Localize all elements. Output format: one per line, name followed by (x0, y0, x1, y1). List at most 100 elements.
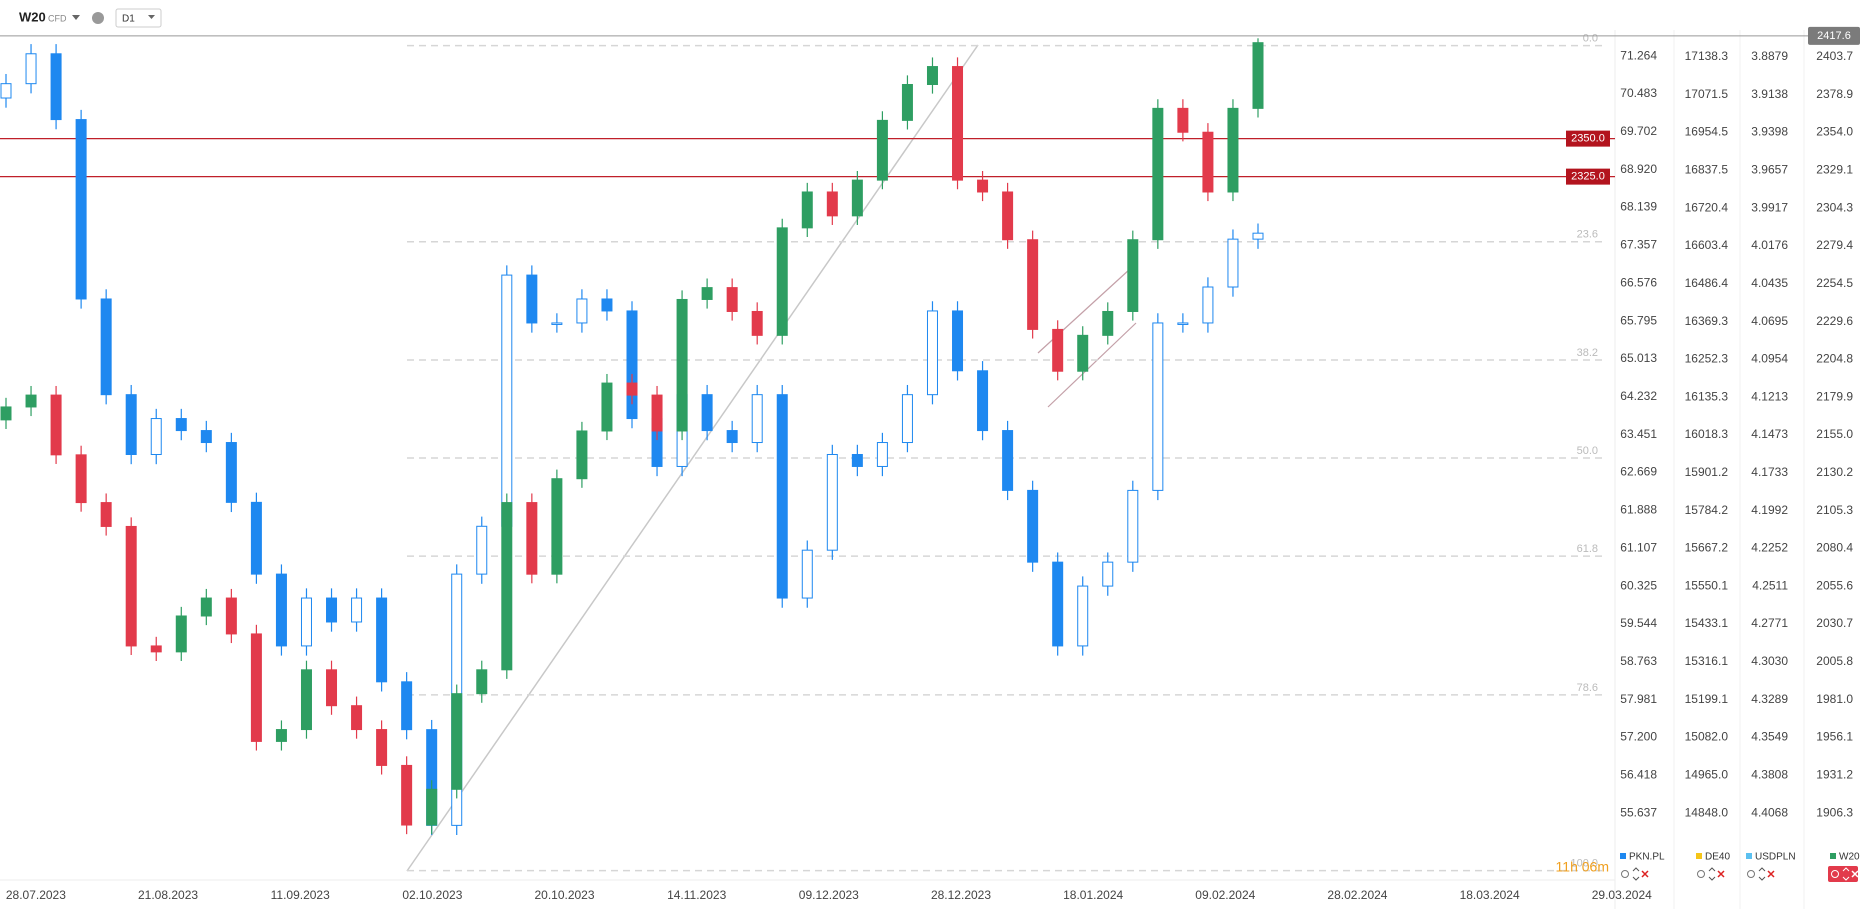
y-tick-label: 2155.0 (1816, 427, 1853, 441)
candle-body (1227, 238, 1239, 288)
candle-body (0, 83, 12, 99)
y-tick-label: 2005.8 (1816, 654, 1853, 668)
x-tick-label: 18.01.2024 (1063, 888, 1123, 902)
axis-label: 3.9917 (1751, 200, 1788, 214)
candle-body (851, 453, 863, 467)
axis-label: 15316.1 (1685, 654, 1729, 668)
y2-tick-label: 65.013 (1620, 351, 1657, 365)
legend-remove[interactable] (1851, 870, 1859, 878)
axis-label: 15433.1 (1685, 616, 1729, 630)
candle-body (150, 645, 162, 653)
candle-body (200, 430, 212, 444)
candle-body (351, 705, 363, 731)
candle-body (476, 669, 488, 695)
legend-remove[interactable] (1717, 870, 1725, 878)
y-tick-label: 2179.9 (1816, 389, 1853, 403)
candle-body (1052, 328, 1064, 372)
axis-label: 4.0695 (1751, 314, 1788, 328)
legend-reorder[interactable] (1758, 867, 1766, 881)
candle-body (952, 66, 964, 181)
candle-body (75, 454, 87, 504)
y2-tick-label: 63.451 (1620, 427, 1657, 441)
y2-tick-label: 68.920 (1620, 162, 1657, 176)
y-tick-label: 2030.7 (1816, 616, 1853, 630)
fib-label: 0.0 (1583, 32, 1598, 44)
axis-label: 16018.3 (1685, 427, 1729, 441)
legend-reorder[interactable] (1708, 867, 1716, 881)
legend-visibility[interactable] (1831, 870, 1839, 878)
candle-body (1052, 561, 1064, 647)
candle-body (1127, 489, 1139, 563)
candle-body (426, 788, 438, 826)
candle-body (401, 681, 413, 731)
axis-label: 15667.2 (1685, 541, 1729, 555)
legend-remove[interactable] (1641, 870, 1649, 878)
axis-label: 4.0954 (1751, 352, 1788, 366)
last-price-label: 2417.6 (1817, 30, 1851, 42)
candle-body (701, 287, 713, 300)
y2-tick-label: 68.139 (1620, 200, 1657, 214)
candle-body (876, 442, 888, 467)
candle-body (1077, 334, 1089, 372)
candle-body (626, 310, 638, 420)
legend-visibility[interactable] (1697, 870, 1705, 878)
timeframe-select[interactable] (115, 8, 162, 28)
y-tick-label: 2055.6 (1816, 578, 1853, 592)
candle-body (25, 53, 37, 85)
info-icon[interactable] (92, 12, 104, 24)
price-line-label: 2325.0 (1571, 171, 1605, 183)
symbol-dropdown[interactable] (72, 15, 80, 20)
axis-label: 4.1213 (1751, 389, 1788, 403)
candle-body (651, 394, 663, 432)
x-tick-label: 09.12.2023 (799, 888, 859, 902)
candle-body (1102, 310, 1114, 336)
candle-body (275, 573, 287, 647)
axis-label: 17138.3 (1685, 49, 1729, 63)
y2-tick-label: 57.981 (1620, 692, 1657, 706)
candle-body (701, 394, 713, 432)
axis-label: 16603.4 (1685, 238, 1729, 252)
candle-body (1227, 107, 1239, 193)
y2-tick-label: 57.200 (1620, 730, 1657, 744)
symbol: W20 (19, 9, 46, 24)
candle-body (977, 179, 989, 193)
last-price-tag (1808, 26, 1860, 45)
candle-body (676, 298, 688, 432)
y2-tick-label: 61.107 (1620, 540, 1657, 554)
axis-label: 16954.5 (1685, 125, 1729, 139)
axis-label: 3.9657 (1751, 163, 1788, 177)
candle-body (25, 394, 37, 408)
axis-label: 4.0435 (1751, 276, 1788, 290)
candle-body (601, 382, 613, 432)
candle-body (300, 597, 312, 647)
candle-body (901, 394, 913, 444)
axis-label: 17071.5 (1685, 87, 1729, 101)
candle-body (100, 502, 112, 527)
axis-label: 4.1733 (1751, 465, 1788, 479)
legend-remove[interactable] (1767, 870, 1775, 878)
candle-body (50, 394, 62, 456)
y-tick-label: 2204.8 (1816, 352, 1853, 366)
axis-label: 4.4068 (1751, 805, 1788, 819)
legend-label: DE40 (1705, 852, 1730, 863)
axis-label: 16135.3 (1685, 389, 1729, 403)
axis-label: 4.2511 (1752, 578, 1788, 592)
candle-body (501, 274, 513, 527)
fib-label: 100.0 (1570, 858, 1598, 870)
axis-label: 15199.1 (1685, 692, 1729, 706)
y2-tick-label: 69.702 (1620, 124, 1657, 138)
timeframe: D1 (122, 14, 135, 25)
candle-body (776, 394, 788, 599)
axis-label: 4.2252 (1751, 541, 1788, 555)
candle-body (1202, 131, 1214, 193)
legend-toggle[interactable] (1828, 866, 1858, 882)
x-tick-label: 14.11.2023 (667, 888, 726, 902)
legend-visibility[interactable] (1621, 870, 1629, 878)
candle-body (401, 764, 413, 826)
legend-visibility[interactable] (1747, 870, 1755, 878)
candle-body (576, 298, 588, 324)
legend-reorder[interactable] (1632, 867, 1640, 881)
legend-reorder[interactable] (1842, 867, 1850, 881)
candle-body (1027, 489, 1039, 563)
